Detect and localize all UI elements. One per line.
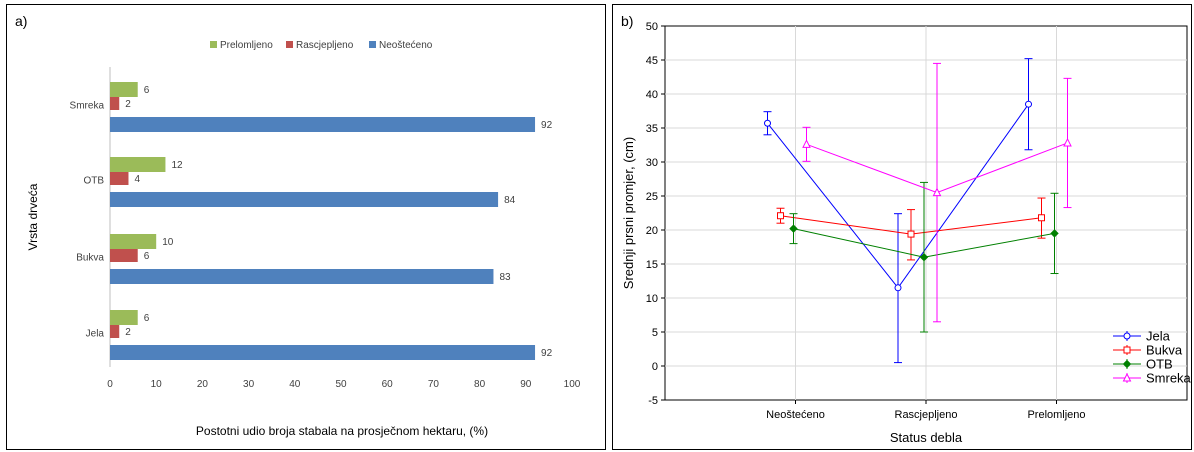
bar-1-0: [110, 157, 166, 172]
x-tick-label-1: 10: [151, 379, 163, 390]
x-axis-title: Status debla: [890, 430, 963, 445]
data-label-2-0: 10: [162, 237, 174, 248]
x-tick-label-0: 0: [107, 379, 113, 390]
legend-swatch-0: [210, 41, 217, 48]
data-point-2-1: [919, 252, 929, 262]
legend-marker-1: [1123, 346, 1131, 354]
y-axis-title: Srednji prsni promjer, (cm): [621, 137, 636, 289]
y-tick-label-6: 25: [646, 191, 658, 203]
x-tick-label-6: 60: [382, 379, 394, 390]
bar-chart-svg: Prelomljeno Rascjepljeno Neoštećeno 6 2 92 Smr…: [26, 40, 581, 438]
bar-2-2: [110, 269, 494, 284]
data-label-1-0: 12: [171, 160, 183, 171]
legend-marker-0: [1123, 332, 1131, 340]
legend-swatch-1: [286, 41, 293, 48]
bar-0-0: [110, 82, 138, 97]
data-label-1-1: 4: [134, 174, 140, 185]
y-tick-label-4: 15: [646, 259, 658, 271]
y-tick-label-0: -5: [648, 395, 658, 407]
data-label-3-0: 6: [144, 313, 150, 324]
bar-2-0: [110, 234, 157, 249]
data-point-2-2: [1050, 229, 1059, 238]
data-point-1-1: [907, 230, 915, 238]
data-point-0-2: [1025, 100, 1032, 108]
x-tick-label-8: 80: [474, 379, 486, 390]
category-label-3: Jela: [86, 329, 105, 340]
y-tick-label-2: 5: [652, 327, 658, 339]
data-label-2-2: 83: [499, 272, 511, 283]
line-chart-svg: -5 0 5 10 15 20 25 30 35 40 45 50 Neoštećeno Rascjepl…: [621, 21, 1191, 445]
category-label-1: OTB: [83, 176, 104, 187]
y-tick-label-1: 0: [652, 361, 658, 373]
legend-label-2: Neoštećeno: [379, 40, 433, 51]
y-tick-label-3: 10: [646, 293, 658, 305]
data-label-2-1: 6: [144, 251, 150, 262]
bar-0-2: [110, 117, 536, 132]
x-tick-label-10: 100: [564, 379, 581, 390]
legend-label-1: Bukva: [1146, 343, 1183, 358]
data-point-3-1: [932, 187, 942, 197]
x-tick-label-5: 50: [335, 379, 347, 390]
data-point-0-0: [764, 119, 771, 127]
data-label-0-1: 2: [125, 99, 131, 110]
y-axis-title: Vrsta drveća: [26, 183, 40, 250]
y-tick-label-8: 35: [646, 123, 658, 135]
legend-label-2: OTB: [1146, 357, 1173, 372]
data-point-1-2: [1038, 214, 1045, 222]
panel-label-a: a): [15, 13, 28, 29]
x-axis-title: Postotni udio broja stabala na prosječno…: [196, 424, 488, 438]
data-label-3-1: 2: [125, 327, 131, 338]
line-chart-panel: b) -5 0 5 10 15 20 25 30 35 40 45 50 Neoštećeno Rascj…: [612, 4, 1192, 450]
y-tick-label-7: 30: [646, 157, 658, 169]
bar-3-0: [110, 310, 138, 325]
legend-label-0: Jela: [1146, 329, 1171, 344]
x-tick-label-1: Rascjepljeno: [895, 409, 958, 421]
category-label-2: Bukva: [76, 253, 104, 264]
bar-0-1: [110, 97, 120, 110]
legend-swatch-2: [369, 41, 376, 48]
x-tick-label-0: Neoštećeno: [766, 409, 825, 421]
y-tick-label-9: 40: [646, 89, 658, 101]
data-point-1-0: [777, 212, 784, 220]
data-label-3-2: 92: [541, 348, 553, 359]
data-label-0-2: 92: [541, 120, 553, 131]
y-tick-label-5: 20: [646, 225, 658, 237]
legend-label-1: Rascjepljeno: [296, 40, 354, 51]
data-point-3-0: [802, 139, 811, 148]
legend-label-0: Prelomljeno: [220, 40, 273, 51]
y-tick-label-11: 50: [646, 21, 658, 33]
x-tick-label-9: 90: [520, 379, 532, 390]
bar-2-1: [110, 249, 138, 262]
legend-marker-3: [1122, 372, 1132, 382]
data-point-2-0: [789, 224, 798, 233]
y-tick-label-10: 45: [646, 55, 658, 67]
data-label-1-2: 84: [504, 195, 516, 206]
bar-3-1: [110, 325, 120, 338]
x-tick-label-4: 40: [289, 379, 301, 390]
legend-marker-2: [1122, 359, 1132, 369]
bar-1-1: [110, 172, 129, 185]
panel-label-b: b): [621, 13, 634, 29]
data-point-3-2: [1063, 137, 1072, 147]
data-point-0-1: [894, 284, 902, 292]
x-tick-label-7: 70: [428, 379, 440, 390]
bar-1-2: [110, 192, 499, 207]
data-label-0-0: 6: [144, 85, 150, 96]
category-label-0: Smreka: [70, 101, 105, 112]
bar-3-2: [110, 345, 536, 360]
x-tick-label-2: 20: [197, 379, 209, 390]
x-tick-label-3: 30: [243, 379, 255, 390]
bar-chart-panel: a) Prelomljeno Rascjepljeno Neoštećeno 6 2 92…: [6, 4, 606, 450]
x-tick-label-2: Prelomljeno: [1027, 409, 1085, 421]
legend-label-3: Smreka: [1146, 371, 1191, 386]
